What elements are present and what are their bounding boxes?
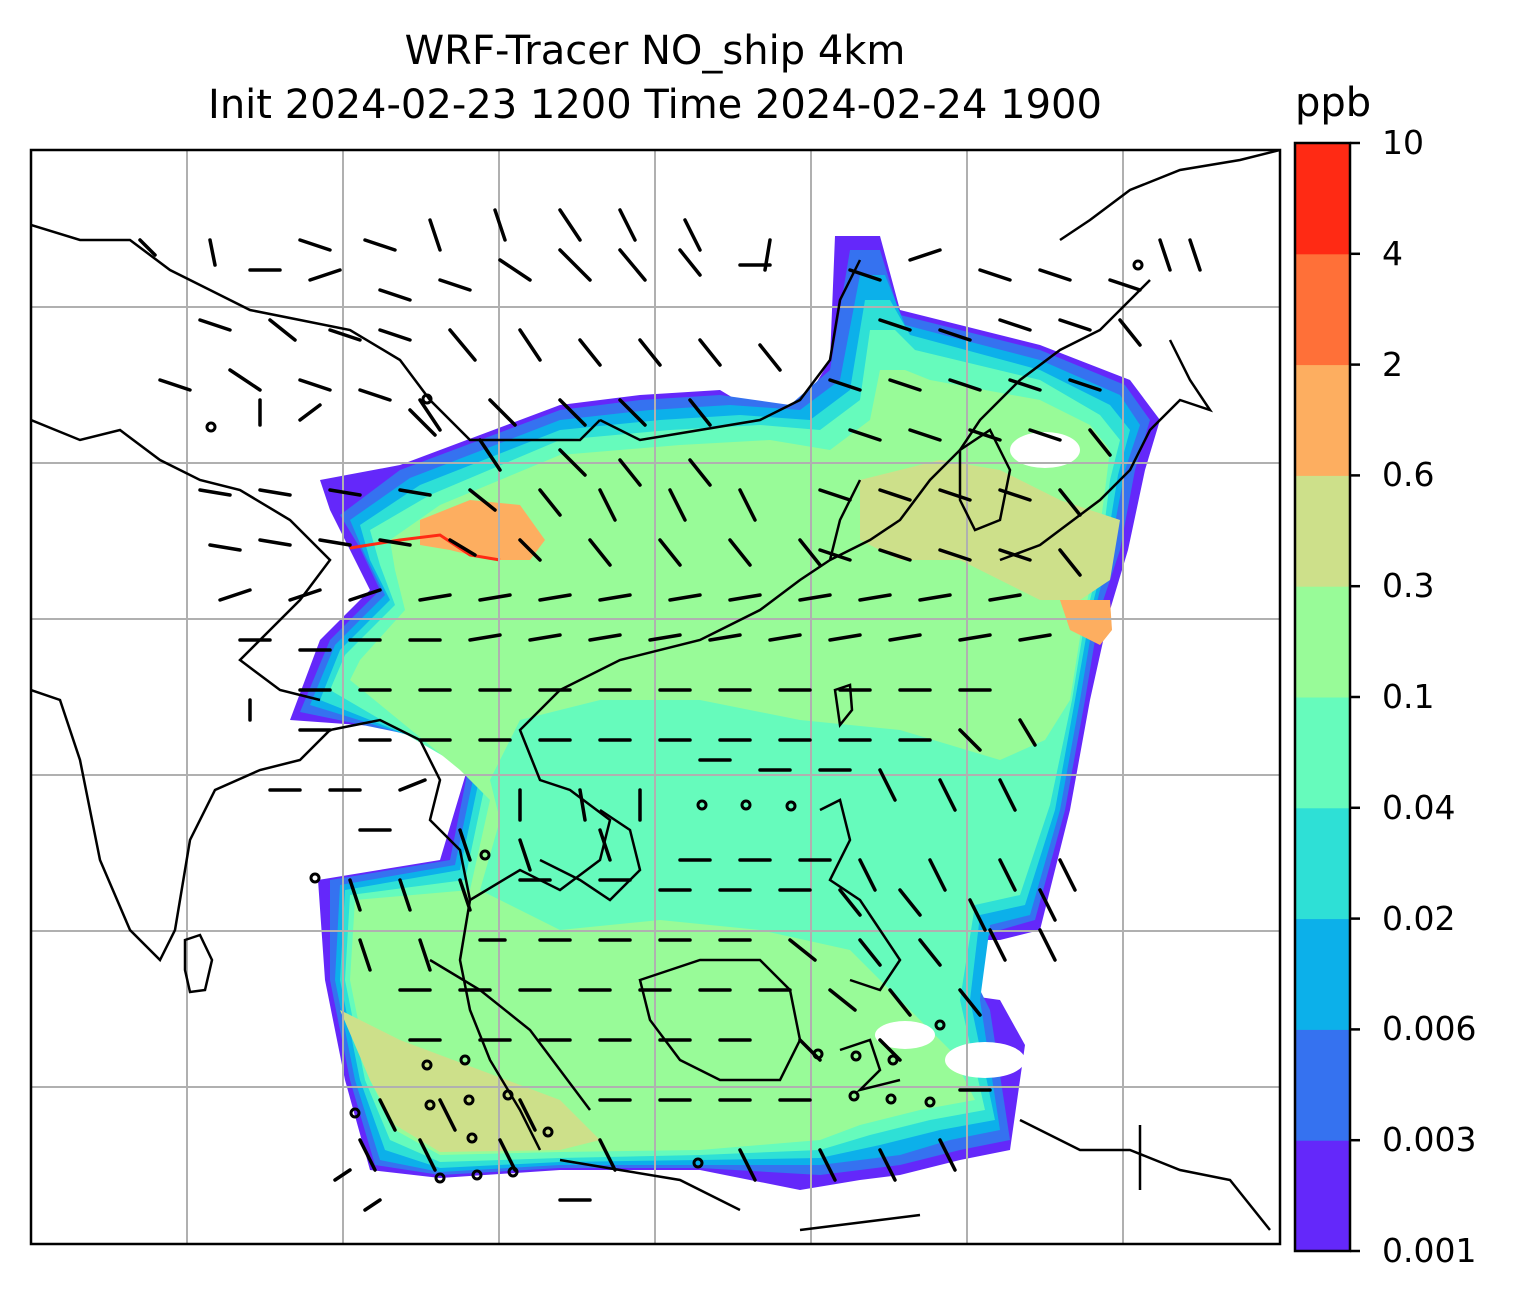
- field-level-0.3: [340, 1010, 600, 1152]
- new-guinea: [1019, 1118, 1271, 1231]
- map-title-line1: WRF-Tracer NO_ship 4km: [404, 28, 906, 74]
- indochina-coast: [469, 479, 862, 902]
- colorbar-tick-label: 2: [1382, 344, 1403, 384]
- colorbar-band-0.02-0.04: [1295, 807, 1350, 920]
- colorbar-tick-label: 10: [1382, 123, 1424, 162]
- colorbar-band-0.6-2: [1295, 364, 1350, 476]
- field-level-2-band: [349, 533, 501, 562]
- field-hole-south: [875, 1021, 935, 1049]
- colorbar-tick-label: 0.02: [1382, 898, 1456, 938]
- sumatra: [429, 958, 591, 1111]
- wind-barbs: [138, 208, 1202, 1212]
- colorbar-band-0.001-0.003: [1295, 1140, 1350, 1252]
- field-level-0.3-north: [860, 460, 1120, 600]
- tracer-concentration-field: [290, 236, 1160, 1190]
- coastlines-borders: [31, 150, 1280, 1232]
- field-level-0.1: [350, 370, 1110, 1155]
- sri-lanka: [183, 933, 214, 994]
- colorbar-tick-label: 0.6: [1382, 455, 1435, 495]
- map-plot-area: [31, 150, 1280, 1244]
- india-coast: [31, 688, 331, 963]
- field-hole-north: [1010, 432, 1080, 468]
- colorbar-band-0.3-0.6: [1295, 475, 1350, 587]
- calm-wind-circles: [205, 259, 1144, 1184]
- colorbar-tick-label: 0.001: [1382, 1231, 1477, 1270]
- map-frame: [29, 148, 1282, 1246]
- india-border: [31, 418, 332, 702]
- colorbar-tick-label: 0.006: [1382, 1009, 1477, 1049]
- colorbar-frame: [1293, 141, 1352, 1253]
- map-gridlines: [31, 150, 1280, 1244]
- map-title-line2: Init 2024-02-23 1200 Time 2024-02-24 190…: [208, 82, 1102, 128]
- colorbar-band-0.006-0.02: [1295, 918, 1350, 1030]
- field-level-0.6-east: [1060, 600, 1112, 645]
- colorbar-band-0.1-0.3: [1295, 586, 1350, 698]
- colorbar-tick-label: 0.1: [1382, 677, 1435, 716]
- philippines: [819, 798, 902, 992]
- colorbar-band-0.003-0.006: [1295, 1029, 1350, 1141]
- bay-of-bengal-east-coast: [329, 718, 542, 1151]
- colorbar-band-0.04-0.1: [1295, 697, 1350, 809]
- colorbar-band-2-4: [1295, 253, 1350, 366]
- china-coast: [829, 279, 1151, 562]
- sulawesi: [839, 1038, 901, 1093]
- field-level-0.6: [420, 500, 545, 560]
- russia-ne: [1059, 150, 1280, 242]
- mongolia-border: [599, 259, 862, 442]
- java: [559, 1158, 741, 1212]
- taiwan: [833, 683, 854, 729]
- colorbar-tick-label: 0.3: [1382, 566, 1435, 606]
- japan: [999, 339, 1214, 562]
- field-hole-east: [945, 1042, 1025, 1078]
- nz-timor: [799, 1213, 921, 1232]
- nw-border: [31, 223, 601, 442]
- korea: [958, 428, 1012, 532]
- colorbar-tick-label: 0.003: [1382, 1120, 1477, 1160]
- colorbar-band-4-10: [1295, 143, 1350, 255]
- colorbar: [1295, 141, 1360, 1253]
- gulf-of-thailand: [539, 808, 642, 902]
- colorbar-tick-label: 0.04: [1382, 787, 1456, 827]
- colorbar-tick-label: 4: [1382, 233, 1403, 273]
- colorbar-unit-label: ppb: [1295, 80, 1372, 126]
